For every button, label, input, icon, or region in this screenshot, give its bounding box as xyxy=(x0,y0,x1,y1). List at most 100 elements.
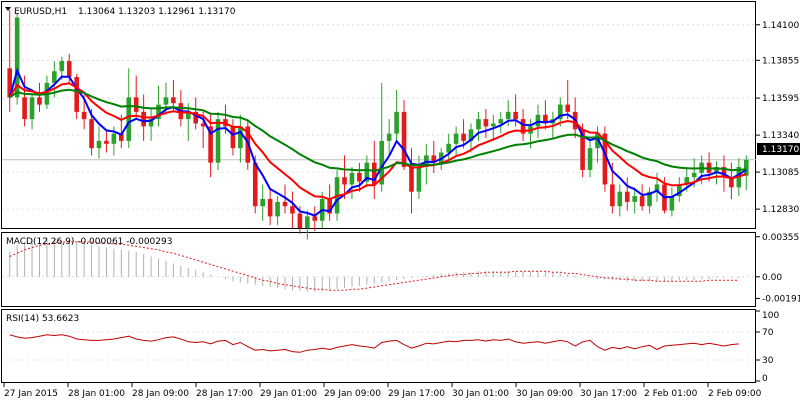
candle-body xyxy=(349,172,355,185)
candle-body xyxy=(22,97,27,120)
candle-body xyxy=(543,114,548,124)
candle-body xyxy=(230,126,236,149)
candle-body xyxy=(409,167,414,192)
macd-series xyxy=(9,237,740,292)
candle-body xyxy=(290,206,295,214)
candle-body xyxy=(133,97,139,112)
candle-body xyxy=(260,198,265,207)
candle-body xyxy=(148,119,154,127)
candle-body xyxy=(29,97,35,120)
triangle-down-icon[interactable] xyxy=(5,7,11,11)
candle-body xyxy=(119,133,124,141)
candle-body xyxy=(438,152,444,163)
time-tick-label: 28 Jan 01:00 xyxy=(68,389,125,399)
rsi-line xyxy=(9,334,739,353)
ma-mid-line xyxy=(8,82,747,201)
candle-body xyxy=(193,111,199,124)
candle-body xyxy=(7,68,13,98)
candle-body xyxy=(357,172,362,182)
candle-body xyxy=(691,172,697,178)
time-tick-label: 28 Jan 17:00 xyxy=(196,389,253,399)
candle-body xyxy=(200,123,206,127)
time-tick-label: 29 Jan 17:00 xyxy=(388,389,445,399)
current-price-tag xyxy=(757,143,800,155)
rsi-panel-frame xyxy=(1,309,756,383)
candle-body xyxy=(342,177,347,185)
macd-tick-label: 0.00 xyxy=(762,273,782,283)
candle-body xyxy=(215,119,221,163)
price-tick-label: 1.13085 xyxy=(762,168,799,178)
candle-body xyxy=(498,119,504,124)
candle-body xyxy=(617,191,623,207)
candle-body xyxy=(483,119,489,127)
time-tick-label: 2 Feb 09:00 xyxy=(708,389,762,399)
rsi-series xyxy=(9,334,739,353)
symbol-label: EURUSD,H1 xyxy=(14,7,67,17)
candle-body xyxy=(81,111,87,120)
time-axis: 27 Jan 2015 28 Jan 01:00 28 Jan 09:00 28 Ja… xyxy=(3,383,762,399)
candle-body xyxy=(520,119,526,134)
candle-body xyxy=(505,111,511,120)
candle-body xyxy=(66,61,72,78)
candle-body xyxy=(386,133,392,141)
candle-body xyxy=(535,114,541,127)
candle-body xyxy=(238,126,243,149)
candle-body xyxy=(156,104,161,120)
price-panel-frame xyxy=(1,1,756,229)
candle-body xyxy=(461,133,466,141)
candle-body xyxy=(610,184,615,207)
time-tick-label: 30 Jan 09:00 xyxy=(516,389,573,399)
candle-body xyxy=(602,133,608,185)
price-tick-label: 1.13340 xyxy=(762,131,799,141)
macd-tick-label: -0.001919 xyxy=(762,294,800,304)
candle-body xyxy=(208,126,213,163)
candle-body xyxy=(595,133,600,149)
price-tick-label: 1.12830 xyxy=(762,205,799,215)
candle-body xyxy=(37,97,42,105)
candle-body xyxy=(104,140,109,144)
candle-body xyxy=(491,123,496,127)
time-tick-label: 30 Jan 17:00 xyxy=(580,389,637,399)
candle-body xyxy=(513,111,518,120)
candle-body xyxy=(111,133,117,144)
candle-body xyxy=(729,177,734,188)
macd-tick-label: 0.003555 xyxy=(762,233,800,243)
candle-body xyxy=(74,77,79,112)
time-tick-label: 27 Jan 2015 xyxy=(4,389,58,399)
time-tick-label: 2 Feb 01:00 xyxy=(644,389,698,399)
rsi-tick-label: 0 xyxy=(762,374,768,384)
rsi-tick-label: 70 xyxy=(762,328,774,338)
candle-body xyxy=(669,196,675,211)
macd-axis: 0.003555 0.00 -0.001919 xyxy=(756,233,800,304)
candle-body xyxy=(721,167,727,178)
macd-signal-line xyxy=(9,241,739,291)
candle-body xyxy=(654,184,660,192)
time-tick-label: 29 Jan 01:00 xyxy=(260,389,317,399)
candle-body xyxy=(305,216,310,228)
candle-body xyxy=(312,216,318,221)
candle-body xyxy=(89,119,94,149)
ohlc-readout: 1.13064 1.13203 1.12961 1.13170 xyxy=(78,7,236,17)
candle-body xyxy=(59,61,65,72)
rsi-grid xyxy=(2,331,756,361)
candle-body xyxy=(557,104,563,120)
macd-title: MACD(12,26,9) -0.000061 -0.000293 xyxy=(6,237,172,247)
time-tick-label: 28 Jan 09:00 xyxy=(132,389,189,399)
candle-body xyxy=(587,148,593,170)
candle-body xyxy=(565,104,571,112)
rsi-axis: 100 70 30 0 xyxy=(756,310,779,384)
candle-body xyxy=(431,155,437,163)
candle-body xyxy=(185,111,191,120)
candle-body xyxy=(639,196,645,207)
candle-body xyxy=(632,196,637,202)
candle-body xyxy=(96,140,102,149)
moving-average-lines xyxy=(8,67,747,217)
candle-body xyxy=(468,129,474,141)
price-tick-label: 1.13595 xyxy=(762,94,799,104)
macd-panel-frame xyxy=(1,232,756,307)
candle-body xyxy=(327,198,332,214)
candle-body xyxy=(141,111,146,127)
candle-body xyxy=(476,119,481,130)
